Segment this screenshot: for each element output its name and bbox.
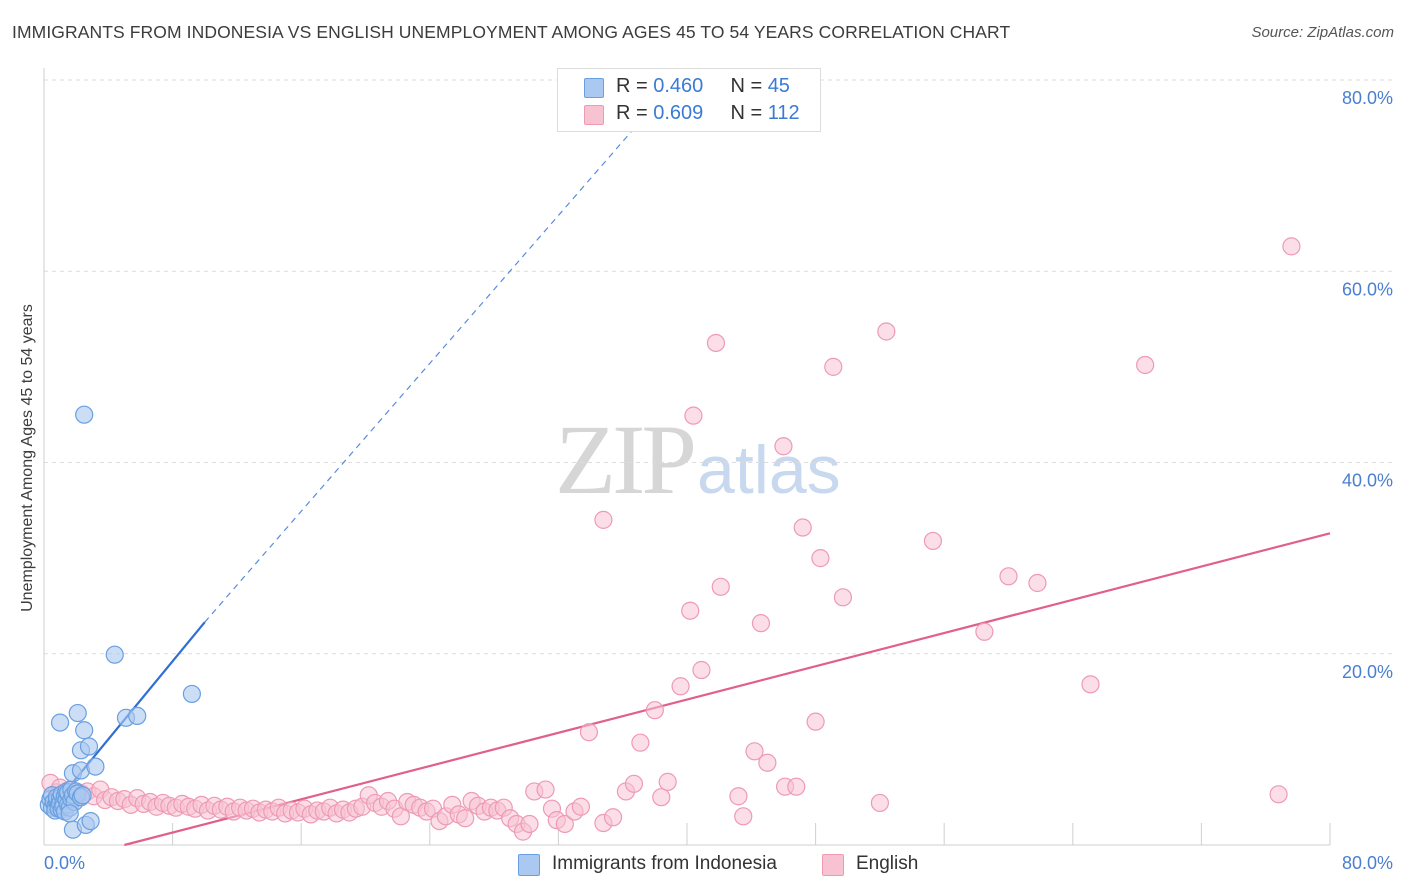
- bottom-legend-swatch-english: [822, 854, 844, 876]
- english-point: [729, 787, 748, 806]
- legend-r-value: 0.609: [653, 102, 704, 124]
- indonesia-point: [60, 804, 79, 823]
- bottom-legend-label-english: English: [856, 853, 919, 874]
- english-point: [734, 807, 753, 826]
- english-point: [631, 733, 650, 752]
- english-point: [658, 772, 677, 791]
- english-point: [579, 723, 599, 742]
- indonesia-trend-extension: [204, 122, 640, 623]
- x-tick-label: 80.0%: [1342, 853, 1393, 873]
- english-point: [711, 577, 730, 596]
- watermark-zip: ZIP: [555, 404, 697, 515]
- bottom-legend-swatch-indonesia: [518, 854, 540, 876]
- indonesia-point: [81, 811, 100, 831]
- english-point: [555, 814, 574, 834]
- axis-layer: [43, 68, 1331, 846]
- indonesia-point: [75, 405, 94, 424]
- english-point: [645, 701, 664, 720]
- english-point: [824, 357, 843, 376]
- legend-n-value: 112: [767, 102, 800, 124]
- english-point: [787, 777, 806, 796]
- watermark-atlas: atlas: [697, 432, 841, 508]
- source-label: Source: ZipAtlas.com: [1251, 24, 1394, 41]
- english-point: [692, 660, 711, 680]
- english-point: [870, 793, 890, 813]
- indonesia-point: [128, 706, 147, 726]
- points-layer: [39, 237, 1301, 841]
- english-point: [652, 788, 671, 807]
- legend-text-english: R = 0.609 N = 112: [616, 102, 808, 125]
- english-point: [751, 614, 771, 633]
- legend-r-label: R =: [616, 102, 654, 124]
- english-point: [1269, 785, 1288, 804]
- legend-swatch-english: [584, 105, 604, 125]
- english-point: [594, 510, 613, 529]
- grid-layer: [44, 79, 1392, 655]
- english-point: [624, 774, 644, 793]
- indonesia-point: [75, 721, 94, 740]
- y-tick-label: 60.0%: [1342, 279, 1393, 299]
- english-point: [1282, 237, 1301, 256]
- trend-layer: [47, 122, 1331, 847]
- english-point: [681, 601, 700, 620]
- english-point: [923, 531, 943, 551]
- english-point: [1136, 355, 1155, 375]
- english-point: [1028, 573, 1047, 593]
- y-tick-label: 40.0%: [1342, 471, 1393, 491]
- x-tick-label: 0.0%: [44, 853, 85, 873]
- english-point: [877, 322, 896, 341]
- indonesia-point: [86, 757, 105, 776]
- english-point: [520, 814, 539, 834]
- english-point: [603, 808, 623, 827]
- english-point: [671, 677, 690, 696]
- legend-swatch-indonesia: [584, 78, 604, 98]
- english-trend-line: [124, 532, 1331, 847]
- legend-text-indonesia: R = 0.460 N = 45: [616, 75, 808, 98]
- correlation-legend: R = 0.460 N = 45 R = 0.609 N = 112: [557, 68, 821, 132]
- indonesia-point: [50, 713, 70, 732]
- english-point: [793, 518, 812, 537]
- legend-r-label: R =: [616, 75, 654, 97]
- indonesia-point: [79, 737, 99, 756]
- english-point: [806, 712, 825, 731]
- english-point: [975, 622, 994, 641]
- zipatlas-watermark: ZIPatlas: [555, 402, 841, 517]
- chart-title: IMMIGRANTS FROM INDONESIA VS ENGLISH UNE…: [12, 22, 1011, 42]
- english-point: [758, 753, 777, 772]
- tick-labels-layer: 20.0% 40.0% 60.0% 80.0% 0.0% 80.0%: [44, 88, 1393, 873]
- indonesia-point: [68, 703, 87, 723]
- bottom-legend-label-indonesia: Immigrants from Indonesia: [552, 853, 777, 874]
- english-point: [706, 333, 726, 353]
- english-point: [684, 406, 703, 425]
- legend-n-label: N =: [730, 102, 768, 124]
- english-point: [745, 742, 764, 761]
- english-point: [999, 567, 1018, 586]
- indonesia-point: [105, 645, 124, 664]
- english-point: [774, 437, 793, 456]
- legend-r-value: 0.460: [653, 75, 704, 97]
- english-point: [456, 809, 475, 828]
- legend-n-label: N =: [730, 75, 768, 97]
- english-point: [571, 797, 591, 816]
- english-point: [811, 549, 830, 568]
- legend-n-value: 45: [767, 75, 790, 97]
- indonesia-point: [73, 786, 92, 805]
- y-tick-label: 80.0%: [1342, 88, 1393, 108]
- english-point: [1081, 675, 1100, 694]
- english-point: [833, 588, 853, 607]
- english-point: [536, 780, 555, 799]
- indonesia-point: [182, 684, 201, 704]
- y-tick-label: 20.0%: [1342, 662, 1393, 682]
